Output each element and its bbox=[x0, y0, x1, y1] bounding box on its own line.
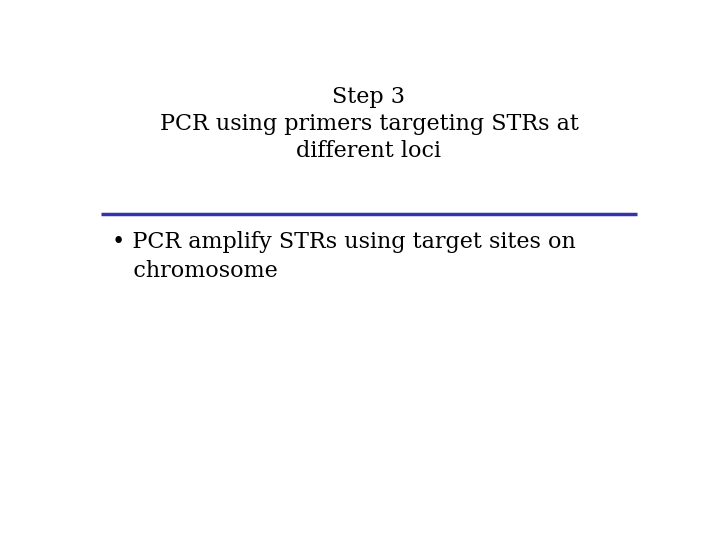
Text: • PCR amplify STRs using target sites on
   chromosome: • PCR amplify STRs using target sites on… bbox=[112, 231, 576, 282]
Text: Step 3
PCR using primers targeting STRs at
different loci: Step 3 PCR using primers targeting STRs … bbox=[160, 85, 578, 162]
